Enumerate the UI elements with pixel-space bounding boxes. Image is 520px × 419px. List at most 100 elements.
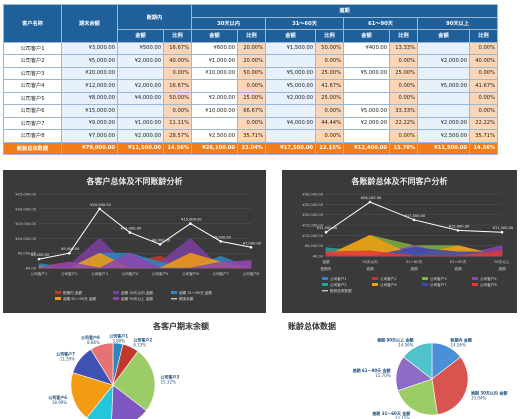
cell-a30[interactable]: ¥26,100.00 — [191, 141, 238, 155]
cell-p30[interactable]: 33.04% — [237, 141, 266, 155]
cell-p90[interactable]: 0.00% — [389, 91, 418, 105]
cell-p60[interactable]: 0.00% — [315, 104, 344, 118]
header-ratio[interactable]: 比例 — [469, 29, 498, 43]
cell-a90p[interactable]: ¥5,000.00 — [417, 79, 470, 93]
cell-p90[interactable]: 13.33% — [389, 41, 418, 55]
cell-customer[interactable]: 公司客户5 — [3, 91, 62, 105]
cell-a90p[interactable] — [417, 104, 470, 118]
cell-p90p[interactable]: 14.56% — [469, 141, 498, 155]
cell-balance[interactable]: ¥12,000.00 — [61, 79, 118, 93]
cell-p90[interactable]: 15.70% — [389, 141, 418, 155]
cell-a60[interactable] — [265, 54, 316, 68]
header-amount[interactable]: 金额 — [417, 29, 470, 43]
chart-aging-pie[interactable]: 账龄总体数据 账期内 金额 14.56% 逾期 30天以内 金额 33.04% 逾期 3… — [282, 315, 517, 419]
cell-a30[interactable]: ¥1,000.00 — [191, 54, 238, 68]
cell-p90[interactable]: 0.00% — [389, 79, 418, 93]
header-overdue[interactable]: 逾期 — [191, 4, 498, 18]
header-amount[interactable]: 金额 — [191, 29, 238, 43]
cell-a30[interactable]: ¥10,000.00 — [191, 104, 238, 118]
cell-nd_amt[interactable]: ¥11,500.00 — [117, 141, 164, 155]
cell-balance[interactable]: ¥3,000.00 — [61, 41, 118, 55]
cell-customer[interactable]: 公司客户7 — [3, 116, 62, 130]
header-ending-balance[interactable]: 期末余额 — [61, 4, 118, 43]
cell-a60[interactable]: ¥2,000.00 — [265, 91, 316, 105]
cell-balance[interactable]: ¥79,000.00 — [61, 141, 118, 155]
cell-a90p[interactable]: ¥2,000.00 — [417, 116, 470, 130]
cell-balance[interactable]: ¥8,000.00 — [61, 91, 118, 105]
cell-nd_amt[interactable] — [117, 66, 164, 80]
cell-a90[interactable] — [343, 79, 390, 93]
header-ratio[interactable]: 比例 — [315, 29, 344, 43]
cell-a90p[interactable]: ¥11,500.00 — [417, 141, 470, 155]
cell-nd_amt[interactable]: ¥1,000.00 — [117, 116, 164, 130]
cell-balance[interactable]: ¥7,000.00 — [61, 129, 118, 143]
chart-customer-pie[interactable]: 各客户期末余额 公司客户1 3.80% 公司客户2 6.33% 公司客户3 25.32% 公… — [3, 315, 266, 419]
cell-p30[interactable]: 50.00% — [237, 66, 266, 80]
cell-nd_pct[interactable]: 11.11% — [163, 116, 192, 130]
cell-nd_pct[interactable]: 0.00% — [163, 104, 192, 118]
cell-a90p[interactable]: ¥2,500.00 — [417, 129, 470, 143]
header-ratio[interactable]: 比例 — [389, 29, 418, 43]
cell-p60[interactable]: 0.00% — [315, 54, 344, 68]
cell-p60[interactable]: 22.15% — [315, 141, 344, 155]
header-61-90[interactable]: 61～90天 — [343, 16, 418, 30]
cell-p30[interactable]: 0.00% — [237, 116, 266, 130]
cell-a90p[interactable] — [417, 66, 470, 80]
cell-nd_amt[interactable]: ¥500.00 — [117, 41, 164, 55]
cell-a90[interactable] — [343, 91, 390, 105]
header-31-60[interactable]: 31～60天 — [265, 16, 344, 30]
header-customer[interactable]: 客户名称 — [3, 4, 62, 43]
cell-p30[interactable]: 25.00% — [237, 91, 266, 105]
cell-p90p[interactable]: 41.67% — [469, 79, 498, 93]
cell-a30[interactable]: ¥600.00 — [191, 41, 238, 55]
header-30[interactable]: 30天以内 — [191, 16, 266, 30]
cell-nd_pct[interactable]: 16.67% — [163, 41, 192, 55]
cell-customer[interactable]: 公司客户3 — [3, 66, 62, 80]
cell-a90[interactable]: ¥5,000.00 — [343, 66, 390, 80]
cell-a60[interactable]: ¥5,000.00 — [265, 66, 316, 80]
cell-p60[interactable]: 50.00% — [315, 41, 344, 55]
cell-a30[interactable] — [191, 79, 238, 93]
cell-a90p[interactable]: ¥2,000.00 — [417, 54, 470, 68]
cell-customer[interactable]: 公司客户4 — [3, 79, 62, 93]
cell-a90[interactable]: ¥400.00 — [343, 41, 390, 55]
cell-a30[interactable]: ¥10,000.00 — [191, 66, 238, 80]
cell-a60[interactable]: ¥5,000.00 — [265, 79, 316, 93]
header-90plus[interactable]: 90天以上 — [417, 16, 498, 30]
cell-balance[interactable]: ¥9,000.00 — [61, 116, 118, 130]
cell-a60[interactable] — [265, 129, 316, 143]
cell-nd_pct[interactable]: 16.67% — [163, 79, 192, 93]
cell-balance[interactable]: ¥5,000.00 — [61, 54, 118, 68]
cell-nd_amt[interactable]: ¥2,000.00 — [117, 54, 164, 68]
cell-customer[interactable]: 公司客户2 — [3, 54, 62, 68]
cell-p90[interactable]: 33.33% — [389, 104, 418, 118]
cell-p90[interactable]: 22.22% — [389, 116, 418, 130]
cell-p90p[interactable]: 22.22% — [469, 116, 498, 130]
cell-nd_pct[interactable]: 28.57% — [163, 129, 192, 143]
cell-customer[interactable]: 账龄总体数据 — [3, 141, 62, 155]
cell-p30[interactable]: 66.67% — [237, 104, 266, 118]
cell-p30[interactable]: 0.00% — [237, 79, 266, 93]
cell-a90[interactable]: ¥5,000.00 — [343, 104, 390, 118]
cell-a60[interactable]: ¥1,500.00 — [265, 41, 316, 55]
cell-nd_pct[interactable]: 40.00% — [163, 54, 192, 68]
cell-customer[interactable]: 公司客户6 — [3, 104, 62, 118]
cell-a90[interactable]: ¥2,000.00 — [343, 116, 390, 130]
cell-nd_amt[interactable]: ¥2,000.00 — [117, 79, 164, 93]
cell-p30[interactable]: 20.00% — [237, 54, 266, 68]
cell-p90p[interactable]: 35.71% — [469, 129, 498, 143]
cell-customer[interactable]: 公司客户8 — [3, 129, 62, 143]
cell-p60[interactable]: 44.44% — [315, 116, 344, 130]
cell-nd_amt[interactable] — [117, 104, 164, 118]
cell-a60[interactable]: ¥4,000.00 — [265, 116, 316, 130]
cell-p60[interactable]: 0.00% — [315, 129, 344, 143]
cell-p60[interactable]: 25.00% — [315, 66, 344, 80]
cell-a60[interactable] — [265, 104, 316, 118]
cell-a90[interactable]: ¥12,400.00 — [343, 141, 390, 155]
cell-p90p[interactable]: 0.00% — [469, 66, 498, 80]
cell-nd_pct[interactable]: 50.00% — [163, 91, 192, 105]
chart-aging-customer[interactable]: 各账龄总体及不同客户分析 ¥0.00 ¥5,000.00 ¥10,000.00 ¥15… — [282, 170, 517, 313]
cell-nd_amt[interactable]: ¥2,000.00 — [117, 129, 164, 143]
header-not-due[interactable]: 账期内 — [117, 4, 192, 30]
cell-p90p[interactable]: 40.00% — [469, 54, 498, 68]
